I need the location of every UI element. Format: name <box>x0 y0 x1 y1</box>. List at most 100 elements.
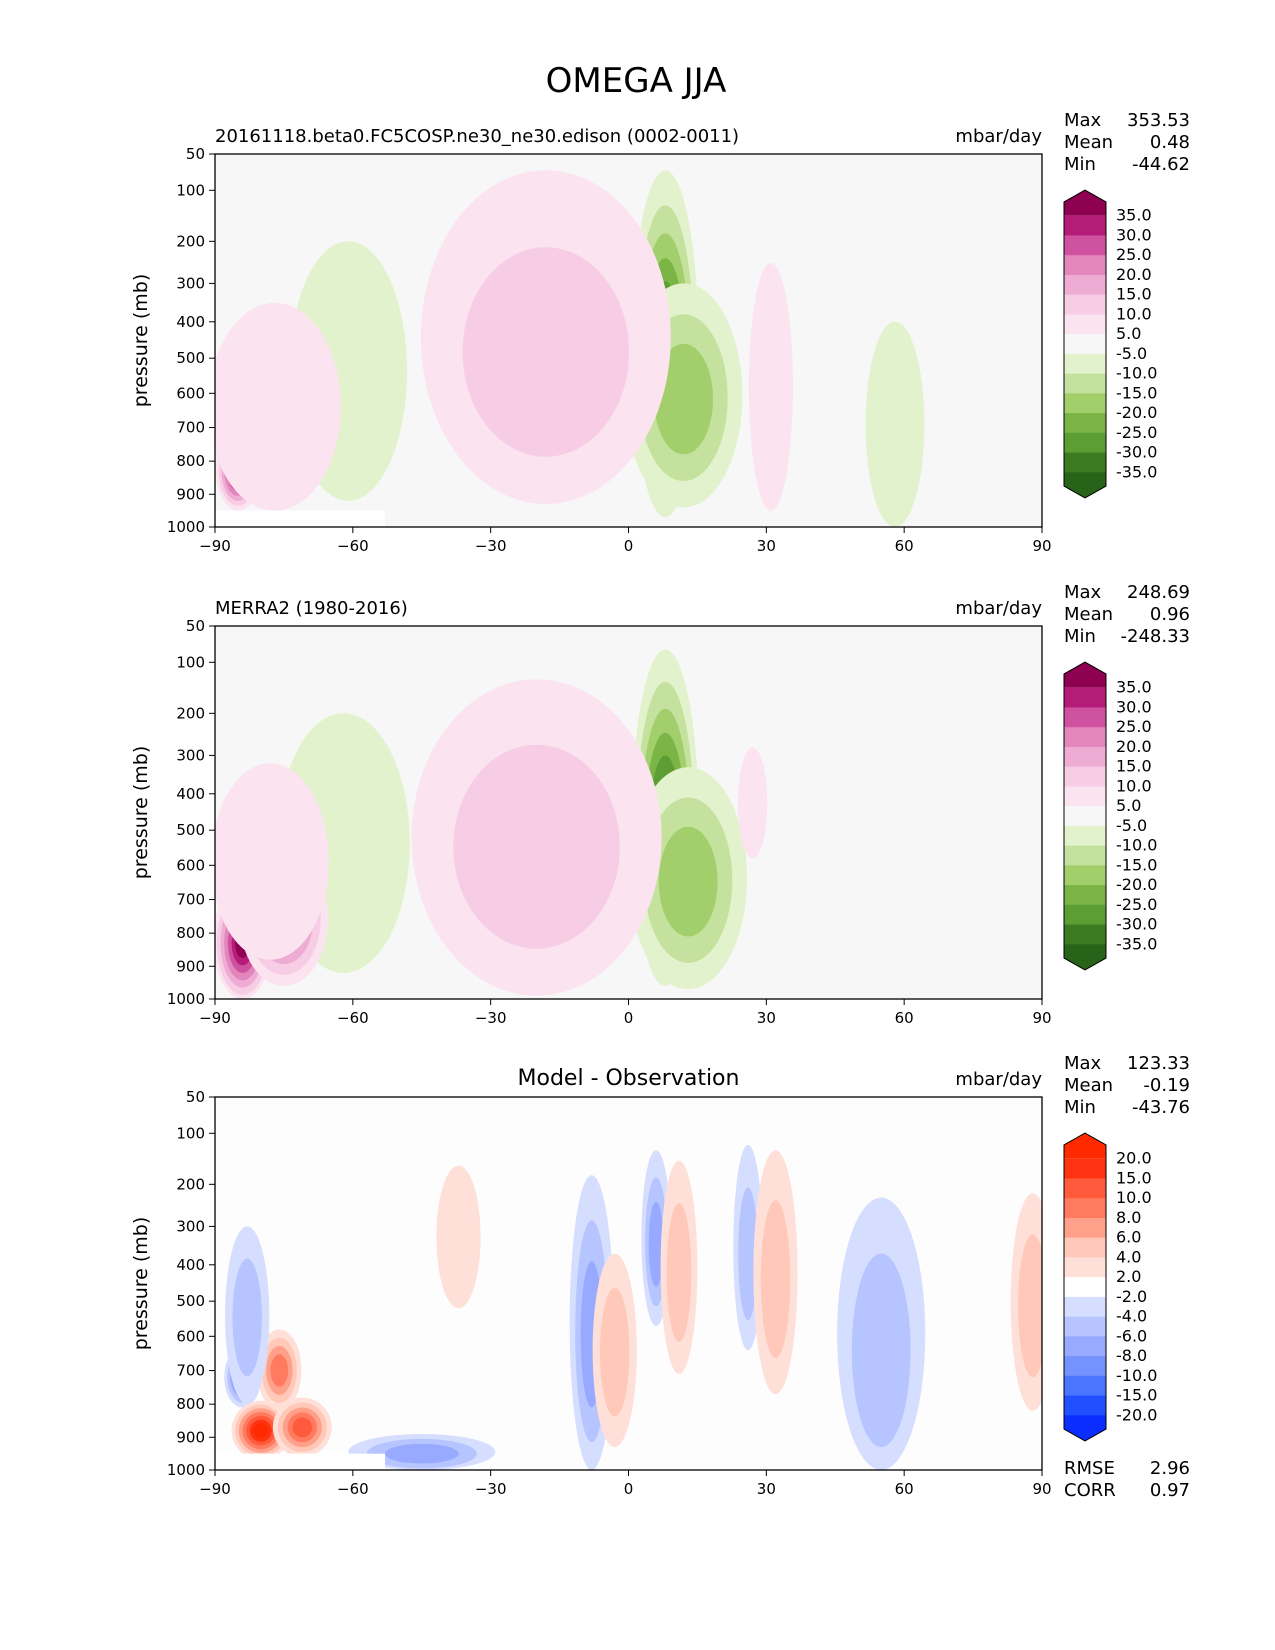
feature <box>592 1253 637 1448</box>
colorbar-segment <box>1064 806 1106 827</box>
stat-max-value: 123.33 <box>1127 1053 1190 1074</box>
y-tick-label: 1000 <box>167 990 205 1008</box>
y-tick-label: 600 <box>176 856 205 874</box>
colorbar-tick-label: 15.0 <box>1116 757 1152 776</box>
colorbar-tick-label: -15.0 <box>1116 383 1157 402</box>
panel-title: MERRA2 (1980-2016) <box>215 598 408 619</box>
units-label: mbar/day <box>955 126 1042 147</box>
colorbar-tick-label: 35.0 <box>1116 678 1152 697</box>
x-tick-label: 0 <box>624 1480 634 1498</box>
colorbar-segment <box>1064 393 1106 414</box>
colorbar-tick-label: -15.0 <box>1116 855 1157 874</box>
x-tick-label: 90 <box>1032 537 1051 555</box>
x-tick-label: 60 <box>895 1480 914 1498</box>
y-tick-label: 400 <box>176 313 205 331</box>
panel-title: Model - Observation <box>518 1066 740 1091</box>
colorbar-tick-label: 10.0 <box>1116 776 1152 795</box>
colorbar-tick-label: 20.0 <box>1116 737 1152 756</box>
feature <box>272 1397 332 1457</box>
colorbar-segment <box>1064 274 1106 296</box>
contour-level <box>737 747 768 859</box>
x-tick-label: −60 <box>337 1480 369 1498</box>
colorbar-segment <box>1064 924 1106 945</box>
colorbar-segment <box>1064 687 1106 708</box>
colorbar-segment <box>1064 825 1106 847</box>
panel-title: 20161118.beta0.FC5COSP.ne30_ne30.edison … <box>215 126 739 147</box>
corr-value: 0.97 <box>1150 1480 1190 1501</box>
y-tick-label: 200 <box>176 1175 205 1193</box>
y-tick-label: 100 <box>176 1124 205 1142</box>
colorbar-tick-label: 35.0 <box>1116 206 1152 225</box>
y-tick-label: 900 <box>176 1428 205 1446</box>
figure-title: OMEGA JJA <box>546 61 727 101</box>
colorbar-outline <box>1063 189 1107 499</box>
feature <box>660 1160 698 1374</box>
x-tick-label: −90 <box>199 1009 231 1027</box>
contour-level <box>1018 1234 1042 1378</box>
x-tick-label: 60 <box>895 1009 914 1027</box>
y-tick-label: 400 <box>176 785 205 803</box>
contour-level <box>232 1258 262 1377</box>
feature <box>1010 1193 1042 1411</box>
colorbar-segment <box>1064 707 1106 728</box>
corr-label: CORR <box>1064 1480 1116 1501</box>
feature <box>411 679 662 996</box>
colorbar-segment <box>1064 353 1106 375</box>
colorbar-tick-label: -15.0 <box>1116 1386 1157 1405</box>
colorbar-tick-label: 20.0 <box>1116 265 1152 284</box>
y-tick-label: 1000 <box>167 1461 205 1479</box>
colorbar-segment <box>1064 904 1106 926</box>
colorbar-segment <box>1064 1296 1106 1318</box>
stat-max-label: Max <box>1064 1053 1102 1074</box>
x-tick-label: −30 <box>475 537 507 555</box>
stat-max-label: Max <box>1064 582 1102 603</box>
stat-max-value: 353.53 <box>1127 110 1190 131</box>
x-tick-label: −90 <box>199 537 231 555</box>
contour-level <box>658 826 718 937</box>
stat-max-label: Max <box>1064 110 1102 131</box>
y-tick-label: 700 <box>176 1362 205 1380</box>
colorbar-tick-label: 10.0 <box>1116 304 1152 323</box>
y-tick-label: 800 <box>176 452 205 470</box>
feature <box>420 170 671 505</box>
rmse-value: 2.96 <box>1150 1458 1190 1479</box>
colorbar-tick-label: 5.0 <box>1116 324 1141 343</box>
feature <box>436 1165 481 1309</box>
colorbar-tick-label: -6.0 <box>1116 1326 1147 1345</box>
contour-level <box>385 1443 459 1464</box>
contour-level <box>215 763 329 960</box>
colorbar-segment <box>1064 314 1106 335</box>
colorbar: 35.030.025.020.015.010.05.0-5.0-10.0-15.… <box>1063 661 1157 971</box>
y-axis-label: pressure (mb) <box>130 274 152 408</box>
colorbar-segment <box>1064 413 1106 434</box>
field <box>215 649 768 999</box>
colorbar-tick-label: 6.0 <box>1116 1228 1141 1247</box>
colorbar-tick-label: 30.0 <box>1116 225 1152 244</box>
colorbar: 20.015.010.08.06.04.02.0-2.0-4.0-6.0-8.0… <box>1063 1132 1157 1442</box>
contour-level <box>292 1417 313 1438</box>
y-tick-label: 300 <box>176 1217 205 1235</box>
colorbar-segment <box>1064 1237 1106 1258</box>
field <box>215 170 925 527</box>
feature <box>737 747 768 859</box>
colorbar-segment <box>1064 294 1106 315</box>
colorbar-tick-label: 5.0 <box>1116 796 1141 815</box>
colorbar-segment <box>1064 334 1106 355</box>
contour-level <box>648 1201 664 1287</box>
contour-level <box>215 302 341 511</box>
y-tick-label: 600 <box>176 1327 205 1345</box>
feature <box>348 1434 496 1470</box>
contour-level <box>453 744 620 949</box>
x-tick-label: −30 <box>475 1009 507 1027</box>
colorbar-segment <box>1064 786 1106 807</box>
y-tick-label: 100 <box>176 653 205 671</box>
colorbar-segment <box>1064 845 1106 866</box>
colorbar-tick-label: -5.0 <box>1116 816 1147 835</box>
stat-min-label: Min <box>1064 1097 1096 1118</box>
stat-min-value: -44.62 <box>1132 154 1190 175</box>
y-tick-label: 600 <box>176 384 205 402</box>
x-tick-label: 0 <box>624 537 634 555</box>
y-tick-label: 300 <box>176 274 205 292</box>
stat-min-value: -43.76 <box>1132 1097 1190 1118</box>
